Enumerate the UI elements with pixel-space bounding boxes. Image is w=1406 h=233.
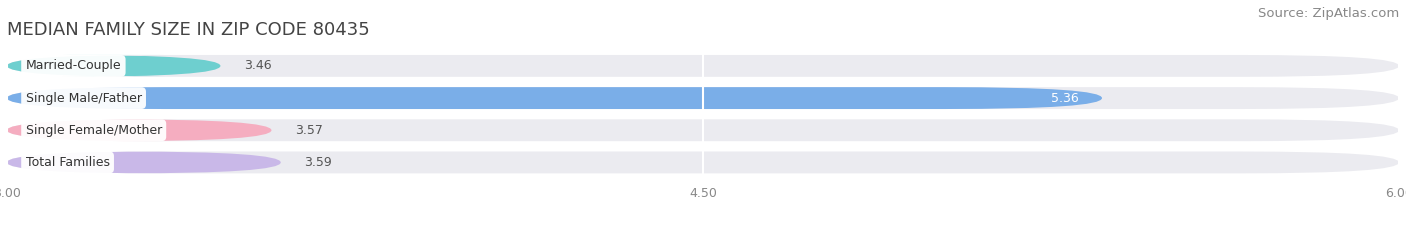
FancyBboxPatch shape bbox=[7, 55, 1399, 77]
FancyBboxPatch shape bbox=[7, 55, 221, 77]
Text: Single Male/Father: Single Male/Father bbox=[25, 92, 142, 105]
Text: 3.46: 3.46 bbox=[243, 59, 271, 72]
Text: Total Families: Total Families bbox=[25, 156, 110, 169]
FancyBboxPatch shape bbox=[7, 151, 281, 173]
Text: Single Female/Mother: Single Female/Mother bbox=[25, 124, 162, 137]
FancyBboxPatch shape bbox=[7, 151, 1399, 173]
Text: Married-Couple: Married-Couple bbox=[25, 59, 121, 72]
FancyBboxPatch shape bbox=[7, 87, 1399, 109]
FancyBboxPatch shape bbox=[7, 87, 1102, 109]
Text: 3.59: 3.59 bbox=[304, 156, 332, 169]
FancyBboxPatch shape bbox=[7, 119, 1399, 141]
FancyBboxPatch shape bbox=[7, 119, 271, 141]
Text: Source: ZipAtlas.com: Source: ZipAtlas.com bbox=[1258, 7, 1399, 20]
Text: 5.36: 5.36 bbox=[1052, 92, 1078, 105]
Text: 3.57: 3.57 bbox=[295, 124, 322, 137]
Text: MEDIAN FAMILY SIZE IN ZIP CODE 80435: MEDIAN FAMILY SIZE IN ZIP CODE 80435 bbox=[7, 21, 370, 39]
